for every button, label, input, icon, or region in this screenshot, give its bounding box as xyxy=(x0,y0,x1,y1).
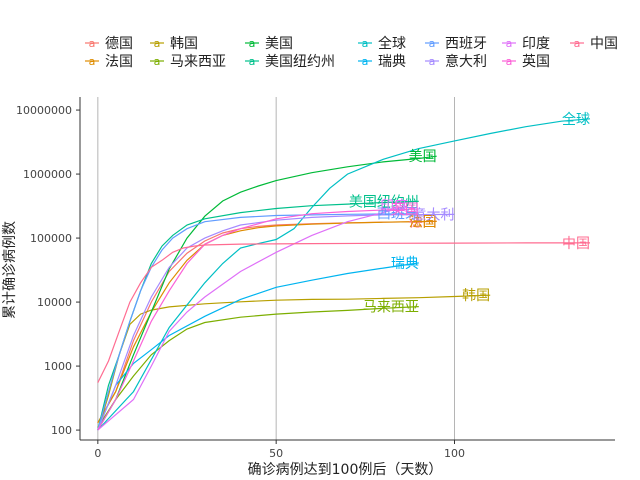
legend-item-6: a 全球 xyxy=(358,35,406,52)
legend-item-9: a 意大利 xyxy=(425,53,487,70)
legend-label-1: 法国 xyxy=(105,54,133,70)
x-tick-label-1: 50 xyxy=(269,447,283,460)
end-label-4: 美国 xyxy=(409,149,437,165)
end-label-10: 印度 xyxy=(380,199,408,215)
series-line-8 xyxy=(97,213,419,431)
series-line-3 xyxy=(97,306,419,428)
x-tick-label-0: 0 xyxy=(94,447,101,460)
end-label-5: 美国纽约州 xyxy=(349,194,419,210)
legend-key-glyph-2: a xyxy=(154,37,161,50)
legend-label-5: 美国纽约州 xyxy=(265,54,335,70)
end-label-3: 马来西亚 xyxy=(363,300,419,316)
end-label-8: 西班牙 xyxy=(377,207,419,223)
end-label-0: 德国 xyxy=(409,214,437,230)
y-tick-label-1: 1000 xyxy=(44,360,72,373)
legend-key-glyph-1: a xyxy=(89,55,96,68)
legend-key-glyph-6: a xyxy=(362,37,369,50)
legend-key-glyph-0: a xyxy=(89,37,96,50)
legend-key-glyph-5: a xyxy=(249,55,256,68)
x-tick-label-2: 100 xyxy=(444,447,465,460)
legend-item-2: a 韩国 xyxy=(150,36,198,52)
series-line-10 xyxy=(97,205,409,431)
legend: a 德国 a 法国 a 韩国 a 马来西亚 a 美国 a 美国纽约州 a 全球 a 瑞典 a 西班牙 a 意大利 a 印度… xyxy=(85,35,618,70)
legend-item-10: a 印度 xyxy=(502,36,550,52)
end-label-7: 瑞典 xyxy=(391,256,419,272)
end-label-2: 韩国 xyxy=(462,288,490,304)
series-lines xyxy=(97,118,591,431)
x-axis-title: 确诊病例达到100例后（天数） xyxy=(248,462,443,478)
series-line-2 xyxy=(97,294,491,431)
legend-key-glyph-11: a xyxy=(506,55,513,68)
end-label-1: 法国 xyxy=(409,214,437,230)
legend-label-4: 美国 xyxy=(265,36,293,52)
legend-label-8: 西班牙 xyxy=(445,36,487,52)
y-tick-label-2: 10000 xyxy=(37,296,72,309)
legend-key-glyph-3: a xyxy=(154,55,161,68)
legend-label-7: 瑞典 xyxy=(378,54,406,70)
legend-label-3: 马来西亚 xyxy=(170,54,226,70)
end-label-6: 全球 xyxy=(562,111,590,128)
legend-key-glyph-12: a xyxy=(574,37,581,50)
y-tick-label-4: 1000000 xyxy=(23,168,72,181)
legend-label-12: 中国 xyxy=(590,36,618,52)
series-line-1 xyxy=(97,220,437,424)
legend-item-4: a 美国 xyxy=(245,36,293,52)
legend-label-0: 德国 xyxy=(105,36,133,52)
end-label-12: 中国 xyxy=(562,236,590,252)
legend-item-1: a 法国 xyxy=(85,54,133,70)
legend-item-5: a 美国纽约州 xyxy=(245,54,335,70)
y-axis-title: 累计确诊病例数 xyxy=(2,221,18,319)
legend-label-11: 英国 xyxy=(522,53,550,70)
legend-item-0: a 德国 xyxy=(85,36,133,52)
grid-lines xyxy=(97,97,455,440)
series-line-4 xyxy=(97,155,437,431)
series-line-11 xyxy=(97,208,419,431)
series-line-12 xyxy=(97,242,590,383)
legend-item-11: a 英国 xyxy=(502,53,550,70)
legend-label-10: 印度 xyxy=(522,36,550,52)
legend-item-3: a 马来西亚 xyxy=(150,54,226,70)
end-label-11: 英国 xyxy=(391,201,419,218)
legend-key-glyph-7: a xyxy=(362,55,369,68)
end-label-9: 意大利 xyxy=(413,206,455,223)
legend-key-glyph-8: a xyxy=(429,37,436,50)
series-line-7 xyxy=(97,262,419,431)
legend-key-glyph-10: a xyxy=(506,37,513,50)
legend-label-9: 意大利 xyxy=(445,53,487,70)
legend-label-6: 全球 xyxy=(378,35,406,52)
series-line-0 xyxy=(97,220,437,424)
legend-label-2: 韩国 xyxy=(170,36,198,52)
y-tick-label-5: 10000000 xyxy=(16,104,72,117)
y-tick-label-0: 100 xyxy=(51,424,72,437)
legend-key-glyph-9: a xyxy=(429,55,436,68)
legend-item-12: a 中国 xyxy=(570,36,618,52)
axes: 100 1000 10000 100000 1000000 10000000 0 50 100 xyxy=(16,97,615,460)
legend-item-7: a 瑞典 xyxy=(358,54,406,70)
y-tick-label-3: 100000 xyxy=(30,232,72,245)
legend-item-8: a 西班牙 xyxy=(425,36,487,52)
legend-key-glyph-4: a xyxy=(249,37,256,50)
